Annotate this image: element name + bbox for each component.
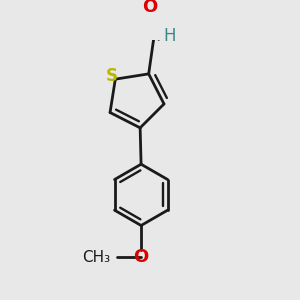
Text: O: O (142, 0, 157, 16)
Text: S: S (106, 67, 118, 85)
Text: H: H (164, 27, 176, 45)
Text: CH₃: CH₃ (82, 250, 110, 265)
Text: O: O (134, 248, 149, 266)
